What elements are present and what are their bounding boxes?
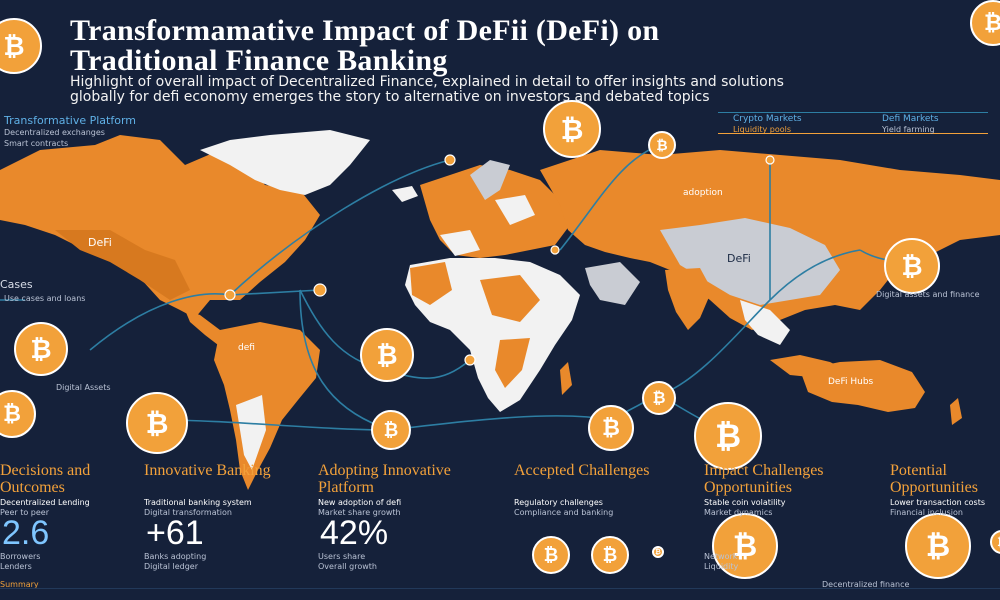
right-top-divider [718,133,988,134]
right-side-text: Digital assets and finance [876,290,980,299]
map-label-australia: DeFi Hubs [828,377,874,387]
arabia-shape [585,262,640,305]
bitcoin-coin-icon: ₿ [905,513,971,579]
iceland-shape [392,186,418,202]
bitcoin-coin-icon: ₿ [14,322,68,376]
left-side-text: Use cases and loans [4,294,86,303]
map-label-defi-north-america: DeFi [88,236,112,249]
left-top-text-2: Smart contracts [4,139,69,148]
europe-white-2 [495,195,535,225]
bitcoin-coin-icon: ₿ [543,100,601,158]
column-heading: Potential Opportunities [890,462,978,496]
africa-orange-3 [495,338,530,388]
column-heading: Impact Challenges Opportunities [704,462,824,496]
subtitle-line-1: Highlight of overall impact of Decentral… [70,74,784,90]
column-text-2: Digital transformation [144,508,232,517]
bitcoin-coin-icon: ₿ [371,410,411,450]
bitcoin-coin-icon: ₿ [970,0,1000,46]
column-text-1: New adoption of defi [318,498,402,507]
bottom-right-note: Decentralized finance [822,580,910,589]
column-text-1: Decentralized Lending [0,498,90,507]
page-title-line-2: Traditional Finance Banking [70,44,448,77]
europe-white-1 [440,230,480,256]
africa-orange-2 [480,275,540,322]
scandinavia-shape [470,160,510,200]
bitcoin-coin-icon: ₿ [591,536,629,574]
south-america-white [236,395,266,470]
column-foot-2: Overall growth [318,562,377,571]
column-text-2: Market share growth [318,508,401,517]
column-stat: +61 [146,514,204,552]
map-label-europe: adoption [683,188,723,198]
china-shape [660,218,840,305]
bitcoin-coin-icon: ₿ [642,381,676,415]
column-foot-2: Liquidity [704,562,739,571]
page-title-line-1: Transformamative Impact of DeFii (DeFi) … [70,14,660,47]
right-top-text-1: Liquidity pools [733,125,792,134]
map-label-defi-asia: DeFi [727,252,751,265]
bitcoin-coin-icon: ₿ [126,392,188,454]
bitcoin-coin-icon: ₿ [884,238,940,294]
column-foot-2: Digital ledger [144,562,198,571]
column-foot-2: Lenders [0,562,32,571]
column-text-2: Compliance and banking [514,508,614,517]
right-top-divider [718,112,988,113]
column-text-2: Financial inclusion [890,508,963,517]
column-stat: 2.6 [2,514,50,552]
column-foot-1: Borrowers [0,552,41,561]
right-top-text-2: Yield farming [882,125,935,134]
greenland-shape [200,130,370,195]
column-heading: Innovative Banking [144,462,271,479]
north-america-shape [0,135,320,318]
column-heading: Decisions and Outcomes [0,462,91,496]
southeast-asia-shape [740,300,790,345]
madagascar-shape [560,362,572,395]
bitcoin-coin-icon: ₿ [588,405,634,451]
column-text-1: Regulatory challenges [514,498,603,507]
africa-orange-1 [410,262,452,305]
new-zealand-shape [950,398,962,425]
column-heading: Adopting Innovative Platform [318,462,451,496]
left-side-label-small: Digital Assets [56,383,111,392]
subtitle-line-2: globally for defi economy emerges the st… [70,89,710,105]
bitcoin-coin-icon: ₿ [712,513,778,579]
column-foot-1: Network [704,552,738,561]
right-top-heading-2: Defi Markets [882,114,939,124]
left-top-text-1: Decentralized exchanges [4,128,105,137]
right-top-heading-1: Crypto Markets [733,114,802,124]
column-heading: Accepted Challenges [514,462,650,479]
column-text-1: Traditional banking system [144,498,252,507]
map-label-south-america: defi [238,343,255,353]
left-side-label-cases: Cases [0,278,33,291]
column-text-1: Stable coin volatility [704,498,786,507]
south-america-shape [214,322,320,490]
bitcoin-coin-icon: ₿ [694,402,762,470]
bottom-divider [0,588,1000,589]
north-america-interior [55,230,190,300]
column-foot-1: Banks adopting [144,552,207,561]
column-foot-1: Users share [318,552,366,561]
india-shape [665,268,712,330]
column-text-2: Market dynamics [704,508,773,517]
left-top-heading: Transformative Platform [4,114,136,127]
column-stat: 42% [320,514,389,552]
bitcoin-coin-icon: ₿ [648,131,676,159]
bitcoin-coin-icon: ₿ [652,546,664,558]
column-text-2: Peer to peer [0,508,49,517]
bottom-left-note: Summary [0,580,39,589]
australia-shape [800,360,925,412]
column-text-1: Lower transaction costs [890,498,986,507]
bitcoin-coin-icon: ₿ [360,328,414,382]
bitcoin-coin-icon: ₿ [532,536,570,574]
